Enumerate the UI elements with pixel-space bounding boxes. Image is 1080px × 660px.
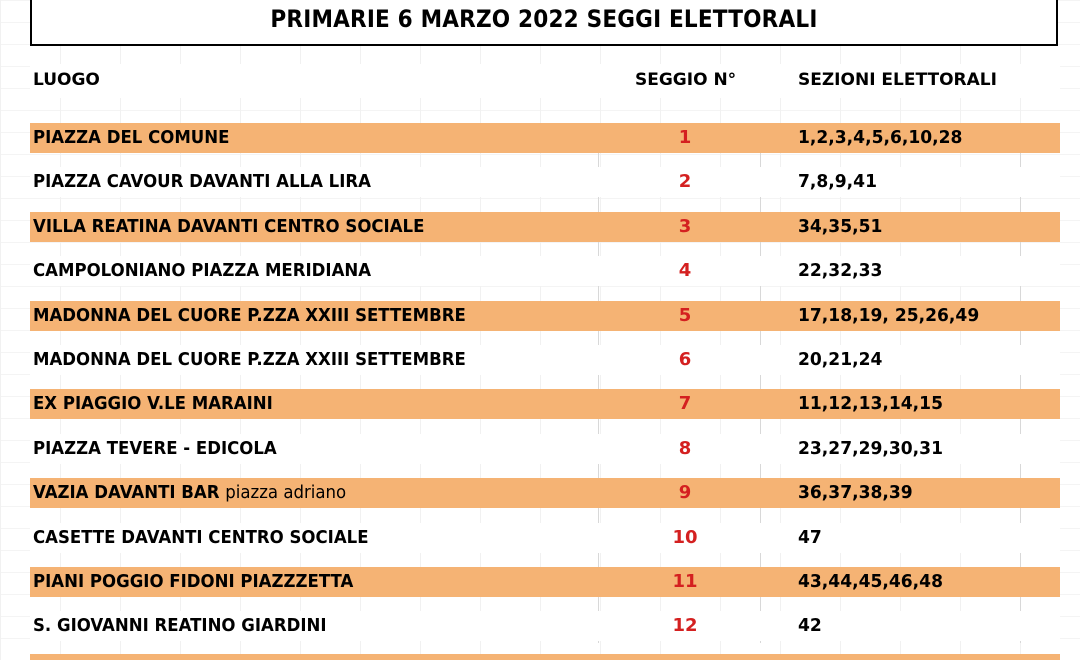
table-row: VILLA REATINA DAVANTI CENTRO SOCIALE 3 34,… (30, 211, 1060, 242)
row-place-main: CAMPOLONIANO PIAZZA MERIDIANA (33, 260, 372, 282)
table-row: EX PIAGGIO V.LE MARAINI 7 11,12,13,14,15 (30, 389, 1060, 420)
column-divider (760, 123, 761, 643)
table-body: PIAZZA DEL COMUNE 1 1,2,3,4,5,6,10,28 PIAZZ… (30, 123, 1060, 656)
row-place: PIAZZA TEVERE - EDICOLA (33, 434, 277, 464)
row-sections: 47 (798, 526, 822, 548)
row-sections: 11,12,13,14,15 (798, 393, 943, 415)
row-place: CAMPOLONIANO PIAZZA MERIDIANA (33, 256, 371, 286)
row-place: MADONNA DEL CUORE P.ZZA XXIII SETTEMBRE (33, 301, 466, 331)
row-sections: 17,18,19, 25,26,49 (798, 304, 980, 326)
row-place-main: PIANI POGGIO FIDONI PIAZZZETTA (33, 570, 354, 592)
row-place: S. GIOVANNI REATINO GIARDINI (33, 611, 327, 641)
table-row: PIAZZA TEVERE - EDICOLA 8 23,27,29,30,31 (30, 433, 1060, 464)
column-header-place: LUOGO (33, 70, 100, 90)
row-seat-number: 12 (672, 615, 698, 637)
row-place: EX PIAGGIO V.LE MARAINI (33, 389, 273, 419)
row-place-main: S. GIOVANNI REATINO GIARDINI (33, 615, 327, 637)
row-sections: 36,37,38,39 (798, 482, 913, 504)
row-place: VILLA REATINA DAVANTI CENTRO SOCIALE (33, 212, 424, 242)
row-place-main: MADONNA DEL CUORE P.ZZA XXIII SETTEMBRE (33, 348, 466, 370)
row-place-main: VAZIA DAVANTI BAR (33, 482, 220, 504)
row-sections: 43,44,45,46,48 (798, 570, 943, 592)
row-place: PIANI POGGIO FIDONI PIAZZZETTA (33, 567, 353, 597)
page-title: PRIMARIE 6 MARZO 2022 SEGGI ELETTORALI (270, 5, 818, 33)
table-row: CAMPOLONIANO PIAZZA MERIDIANA 4 22,32,33 (30, 256, 1060, 287)
table-row: S. GIOVANNI REATINO GIARDINI 12 42 (30, 611, 1060, 642)
column-divider (598, 123, 599, 643)
table-row: PIANI POGGIO FIDONI PIAZZZETTA 11 43,44,45… (30, 566, 1060, 597)
column-divider (1020, 123, 1021, 643)
column-header-sections: SEZIONI ELETTORALI (798, 70, 997, 90)
column-header-seat: SEGGIO N° (635, 70, 737, 90)
table-row: PIAZZA DEL COMUNE 1 1,2,3,4,5,6,10,28 (30, 123, 1060, 153)
row-sections: 42 (798, 615, 822, 637)
row-sections: 1,2,3,4,5,6,10,28 (798, 127, 963, 148)
row-place: VAZIA DAVANTI BAR piazza adriano (33, 478, 346, 508)
row-sections: 34,35,51 (798, 215, 883, 237)
row-seat-number: 4 (678, 260, 692, 282)
table-row: VAZIA DAVANTI BAR piazza adriano 9 36,37,3… (30, 478, 1060, 509)
row-place: PIAZZA DEL COMUNE (33, 123, 229, 153)
row-sections: 23,27,29,30,31 (798, 437, 943, 459)
row-place: MADONNA DEL CUORE P.ZZA XXIII SETTEMBRE (33, 345, 466, 375)
title-box: PRIMARIE 6 MARZO 2022 SEGGI ELETTORALI (30, 0, 1058, 46)
table-row: PIAZZA CAVOUR DAVANTI ALLA LIRA 2 7,8,9,41 (30, 167, 1060, 198)
row-seat-number: 7 (678, 393, 692, 415)
row-place-main: CASETTE DAVANTI CENTRO SOCIALE (33, 526, 369, 548)
row-sections: 22,32,33 (798, 260, 883, 282)
row-sections: 7,8,9,41 (798, 171, 877, 193)
row-place-main: PIAZZA CAVOUR DAVANTI ALLA LIRA (33, 171, 371, 193)
row-seat-number: 11 (672, 570, 698, 592)
row-place-main: PIAZZA TEVERE - EDICOLA (33, 437, 277, 459)
row-place: PIAZZA CAVOUR DAVANTI ALLA LIRA (33, 167, 371, 197)
row-seat-number: 8 (678, 437, 692, 459)
row-seat-number: 1 (678, 127, 692, 148)
row-place-main: EX PIAGGIO V.LE MARAINI (33, 393, 273, 415)
row-place-main: MADONNA DEL CUORE P.ZZA XXIII SETTEMBRE (33, 304, 466, 326)
row-seat-number: 9 (678, 482, 692, 504)
row-seat-number: 10 (672, 526, 698, 548)
row-seat-number: 2 (678, 171, 692, 193)
row-seat-number: 5 (678, 304, 692, 326)
table-header: LUOGO SEGGIO N° SEZIONI ELETTORALI (30, 64, 1060, 98)
table-row: CASETTE DAVANTI CENTRO SOCIALE 10 47 (30, 522, 1060, 553)
row-place-main: VILLA REATINA DAVANTI CENTRO SOCIALE (33, 215, 425, 237)
row-place: CASETTE DAVANTI CENTRO SOCIALE (33, 523, 369, 553)
row-place-sub: piazza adriano (225, 482, 347, 504)
table-row: MADONNA DEL CUORE P.ZZA XXIII SETTEMBRE 5… (30, 300, 1060, 331)
row-place-main: PIAZZA DEL COMUNE (33, 127, 230, 148)
table-row: MADONNA DEL CUORE P.ZZA XXIII SETTEMBRE 6… (30, 344, 1060, 375)
row-seat-number: 6 (678, 348, 692, 370)
row-seat-number: 3 (678, 215, 692, 237)
row-sections: 20,21,24 (798, 348, 883, 370)
next-row-strip (30, 654, 1060, 660)
